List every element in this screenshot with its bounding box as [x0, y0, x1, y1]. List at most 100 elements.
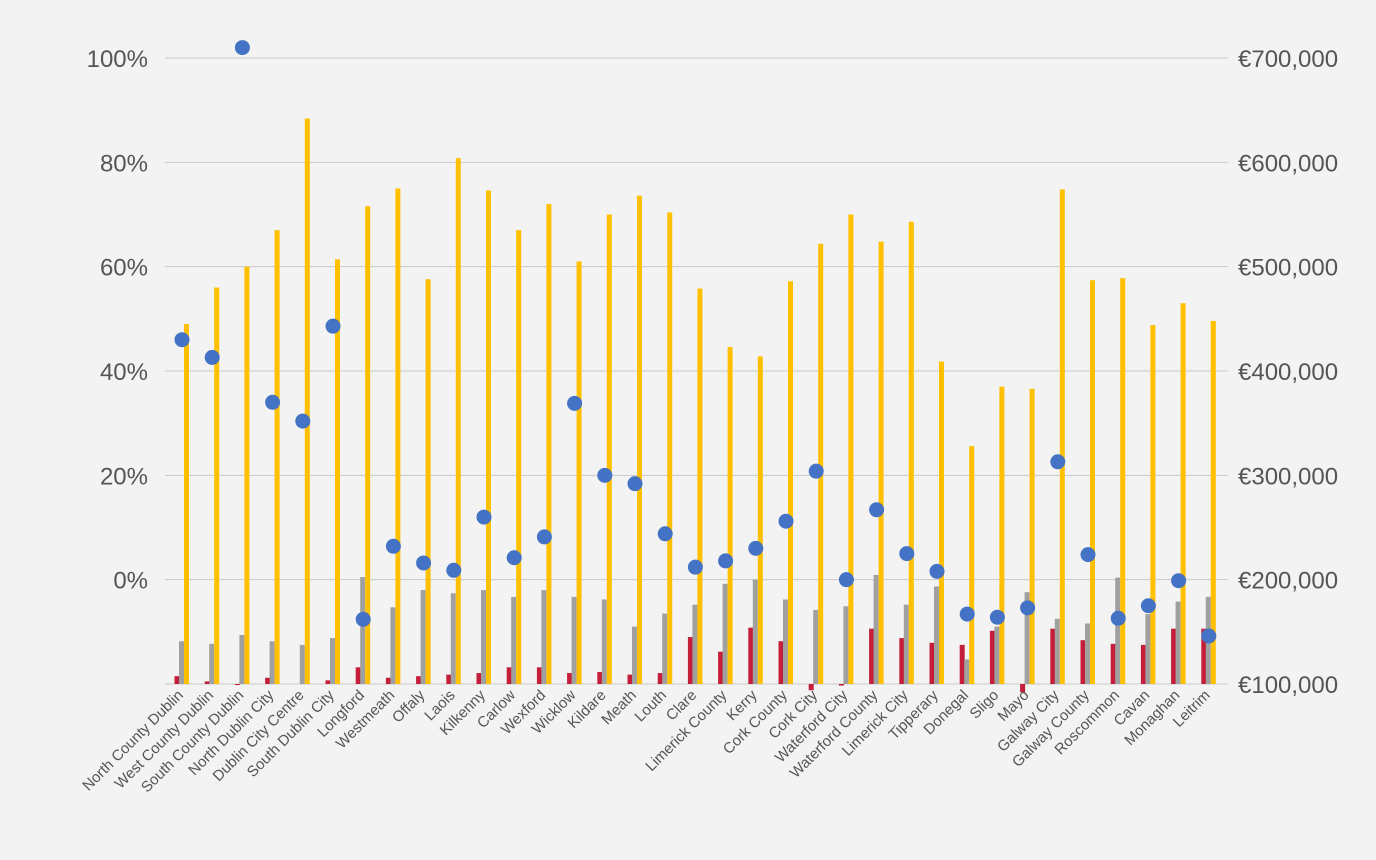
bar — [506, 667, 512, 684]
bar — [873, 574, 879, 684]
bar — [929, 642, 935, 684]
dot — [657, 526, 673, 542]
left-axis-tick-label: 40% — [100, 359, 148, 386]
bar — [606, 214, 612, 684]
right-axis-tick-label: €200,000 — [1238, 568, 1338, 595]
bar — [601, 599, 607, 684]
bar — [446, 674, 452, 684]
dot — [778, 513, 794, 529]
right-axis-tick-label: €400,000 — [1238, 359, 1338, 386]
bar — [1175, 601, 1181, 684]
left-axis-tick-label: 20% — [100, 463, 148, 490]
bar — [1024, 592, 1030, 684]
bar — [627, 674, 633, 684]
bar — [1020, 684, 1026, 693]
dots — [174, 40, 1217, 644]
dot — [597, 467, 613, 483]
bar — [274, 230, 280, 684]
bar — [1145, 614, 1151, 684]
dot — [325, 318, 341, 334]
bar — [1140, 644, 1146, 684]
dot — [808, 463, 824, 479]
bar — [174, 676, 180, 684]
bar — [567, 673, 573, 684]
right-axis-tick-label: €300,000 — [1238, 463, 1338, 490]
bar — [1171, 628, 1177, 684]
dot — [174, 332, 190, 348]
dot — [234, 40, 250, 56]
dot — [929, 563, 945, 579]
bars — [174, 118, 1216, 693]
bar — [813, 609, 819, 684]
bar — [416, 676, 422, 684]
bar — [476, 673, 482, 684]
dot — [838, 572, 854, 588]
bar — [325, 680, 331, 684]
bar — [420, 590, 426, 684]
dot — [536, 529, 552, 545]
bar — [908, 221, 914, 684]
bar — [244, 266, 250, 684]
left-axis-tick-label: 0% — [113, 568, 148, 595]
bar — [179, 641, 184, 684]
bar — [903, 604, 909, 684]
bar — [727, 347, 733, 684]
bar — [783, 599, 788, 684]
bar — [878, 241, 884, 685]
dot — [687, 559, 703, 575]
dot — [1050, 454, 1066, 470]
bar — [1210, 320, 1216, 684]
bar — [486, 190, 491, 684]
bar — [450, 593, 456, 684]
bar — [939, 361, 944, 684]
bar — [752, 579, 758, 684]
left-axis-tick-label: 80% — [100, 150, 148, 177]
bar — [667, 212, 673, 684]
dot — [869, 502, 885, 518]
bar — [360, 577, 366, 684]
bar — [1054, 618, 1060, 684]
gridlines — [165, 57, 1228, 685]
bar — [516, 230, 522, 684]
bar — [632, 626, 637, 684]
bar — [481, 590, 486, 684]
bar — [365, 206, 371, 685]
left-axis-tick-label: 60% — [100, 255, 148, 282]
bar — [1180, 303, 1186, 684]
dot — [506, 550, 522, 566]
dot — [1020, 600, 1036, 616]
dot — [899, 546, 915, 562]
bar — [697, 288, 703, 684]
bar — [269, 641, 275, 684]
bar — [899, 638, 905, 684]
bar — [546, 204, 552, 685]
bar — [959, 644, 965, 684]
bar — [455, 158, 461, 684]
dot — [1080, 547, 1096, 563]
bar — [511, 596, 517, 684]
right-axis-tick-label: €100,000 — [1238, 672, 1338, 699]
bar — [541, 590, 547, 684]
bar — [748, 627, 754, 684]
bar — [1120, 278, 1126, 684]
left-axis-tick-label: 100% — [87, 46, 148, 73]
bar — [304, 118, 310, 685]
bar — [1090, 280, 1095, 684]
bar — [214, 287, 220, 684]
bar — [355, 667, 361, 684]
bar — [999, 386, 1005, 684]
bar — [536, 667, 542, 684]
bar — [994, 626, 1000, 684]
bar — [1029, 388, 1035, 684]
bar — [808, 684, 814, 691]
dot — [416, 555, 432, 571]
dot — [446, 562, 462, 578]
bar — [1059, 189, 1065, 684]
bar — [662, 613, 668, 684]
bar — [209, 643, 215, 684]
bar — [204, 681, 210, 684]
bar — [657, 673, 663, 684]
bar — [395, 188, 401, 684]
